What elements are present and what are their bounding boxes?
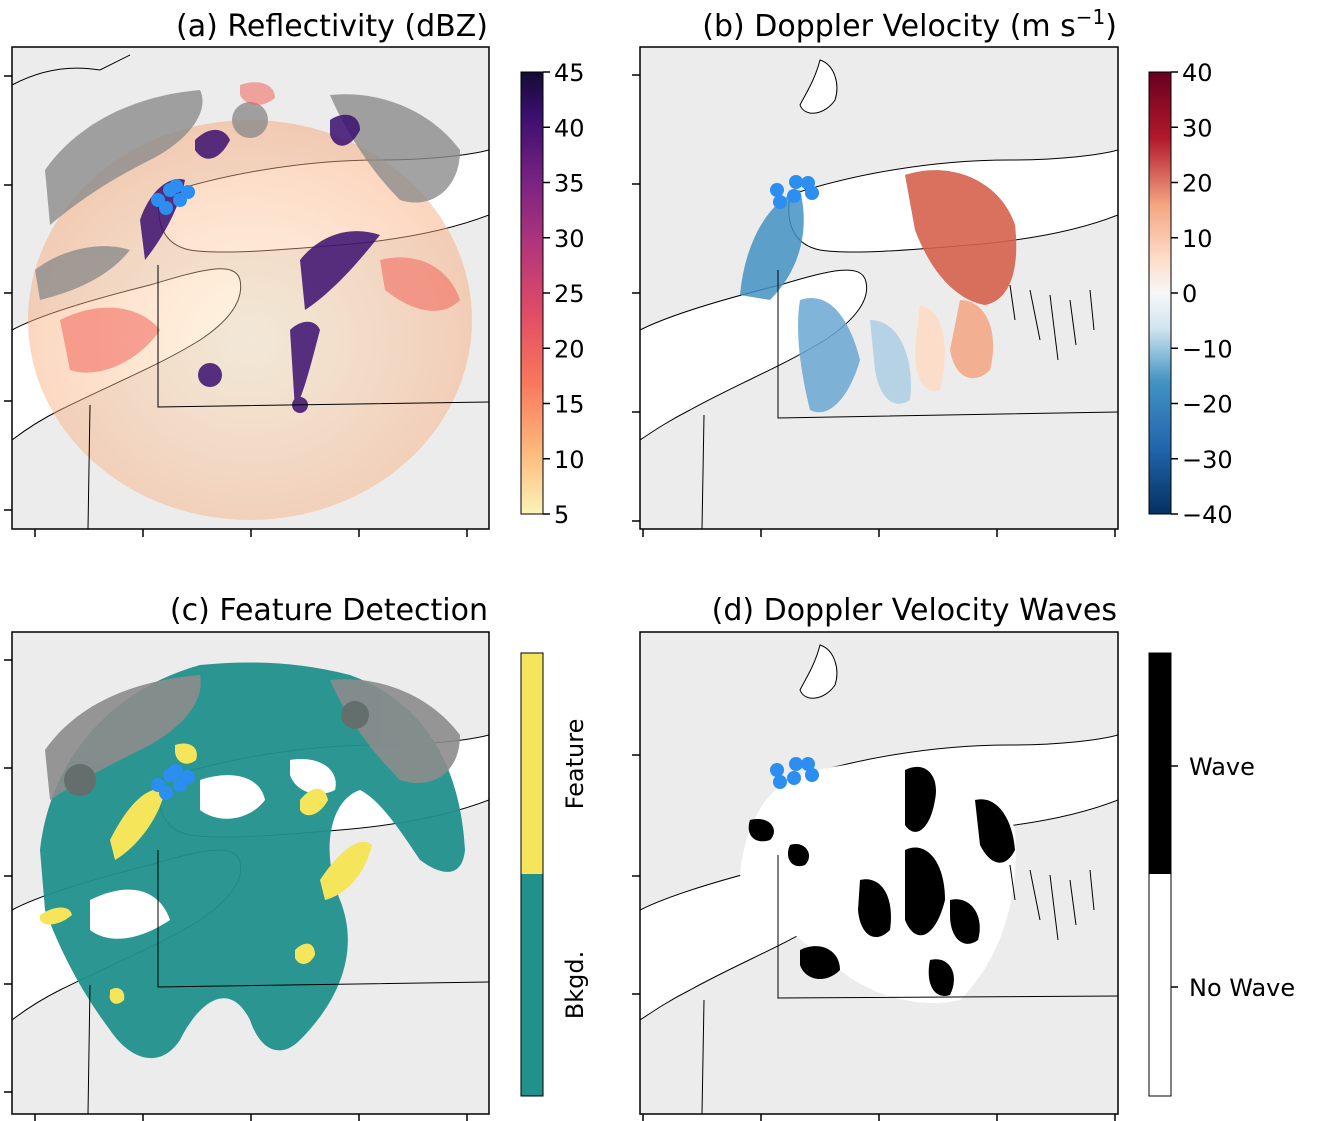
colorbar-a-tick-label: 5 bbox=[554, 501, 569, 529]
colorbar-c-bkgd bbox=[521, 874, 543, 1096]
colorbar-a-tick-label: 30 bbox=[554, 225, 585, 253]
radar-site-markers bbox=[770, 175, 819, 209]
colorbar-c-label-bkgd: Bkgd. bbox=[561, 951, 589, 1019]
colorbar-b-tick-label: 40 bbox=[1182, 59, 1213, 87]
panel-b-ticks bbox=[632, 74, 1116, 537]
colorbar-a-tick-label: 35 bbox=[554, 170, 585, 198]
panel-d-ticks bbox=[632, 754, 1116, 1121]
colorbar-b-tick-label: 30 bbox=[1182, 114, 1213, 142]
colorbar-b-tick-label: −20 bbox=[1182, 391, 1233, 419]
colorbar-a-tick-label: 10 bbox=[554, 446, 585, 474]
state-boundary bbox=[157, 265, 489, 408]
land-background bbox=[640, 47, 1118, 529]
panel-c-title: (c) Feature Detection bbox=[170, 593, 488, 628]
finger-lakes bbox=[1009, 284, 1095, 361]
colorbar-b-tick-label: 20 bbox=[1182, 170, 1213, 198]
colorbar-c-label-feature: Feature bbox=[561, 719, 589, 810]
colorbar-b-tick-label: −40 bbox=[1182, 501, 1233, 529]
colorbar-d-label-nowave: No Wave bbox=[1189, 974, 1295, 1002]
coastline-north bbox=[12, 54, 131, 86]
panel-a-title: (a) Reflectivity (dBZ) bbox=[176, 9, 488, 44]
state-boundary bbox=[777, 270, 1118, 419]
colorbar-d-frame bbox=[1148, 652, 1172, 1097]
colorbar-b-tick-label: −30 bbox=[1182, 446, 1233, 474]
state-boundary-west bbox=[87, 984, 91, 1114]
finger-lakes bbox=[1009, 864, 1095, 941]
colorbar-c-feature bbox=[521, 653, 543, 874]
panel-b: (b) Doppler Velocity (m s−1) bbox=[632, 5, 1233, 537]
state-boundary-west bbox=[701, 414, 705, 529]
island-lake bbox=[799, 644, 838, 699]
gray-echoes bbox=[45, 675, 460, 800]
background-echoes bbox=[40, 662, 465, 1059]
panel-d: (d) Doppler Velocity Waves bbox=[632, 593, 1295, 1121]
velocity-positive bbox=[905, 170, 1017, 391]
velocity-negative bbox=[740, 190, 911, 413]
reflectivity-moderate bbox=[60, 82, 460, 373]
colorbar-a-tick-label: 15 bbox=[554, 391, 585, 419]
island-lake bbox=[799, 59, 838, 114]
colorbar-a-tick-label: 45 bbox=[554, 59, 585, 87]
radar-site-markers bbox=[151, 764, 195, 800]
colorbar-c-frame bbox=[520, 652, 544, 1097]
panel-b-title: (b) Doppler Velocity (m s−1) bbox=[702, 5, 1117, 44]
lake-gaps bbox=[90, 759, 336, 939]
state-boundary-west bbox=[87, 404, 91, 529]
colorbar-b-tick-label: −10 bbox=[1182, 335, 1233, 363]
colorbar-a bbox=[520, 71, 544, 515]
colorbar-a-tick-label: 25 bbox=[554, 280, 585, 308]
colorbar-b-ticks: 40 30 20 10 0 −10 −20 −30 −40 bbox=[1171, 59, 1233, 529]
panel-a: (a) Reflectivity (dBZ) bbox=[4, 9, 585, 537]
wave-regions bbox=[748, 766, 1015, 996]
panel-d-title: (d) Doppler Velocity Waves bbox=[712, 593, 1117, 628]
colorbar-b bbox=[1148, 71, 1172, 515]
colorbar-d-wave bbox=[1149, 653, 1171, 874]
panel-c-ticks bbox=[4, 659, 468, 1121]
colorbar-d-label-wave: Wave bbox=[1189, 753, 1255, 781]
radar-site-markers bbox=[770, 757, 819, 789]
colorbar-a-tick-label: 40 bbox=[554, 114, 585, 142]
no-wave-domain bbox=[740, 762, 1016, 1004]
radar-site-markers bbox=[151, 179, 195, 215]
panel-c: (c) Feature Detection bbox=[4, 593, 589, 1121]
colorbar-d-nowave bbox=[1149, 874, 1171, 1096]
state-boundary bbox=[777, 855, 1118, 999]
feature-cells bbox=[40, 743, 372, 1004]
colorbar-a-ticks: 5 10 15 20 25 30 35 40 45 bbox=[543, 59, 585, 529]
gray-echoes bbox=[35, 90, 460, 300]
state-boundary-west bbox=[701, 999, 705, 1114]
colorbar-b-tick-label: 10 bbox=[1182, 225, 1213, 253]
state-boundary bbox=[157, 850, 489, 988]
colorbar-b-tick-label: 0 bbox=[1182, 280, 1197, 308]
colorbar-a-tick-label: 20 bbox=[554, 335, 585, 363]
panel-a-ticks bbox=[4, 75, 468, 537]
radar-domain bbox=[28, 120, 472, 520]
